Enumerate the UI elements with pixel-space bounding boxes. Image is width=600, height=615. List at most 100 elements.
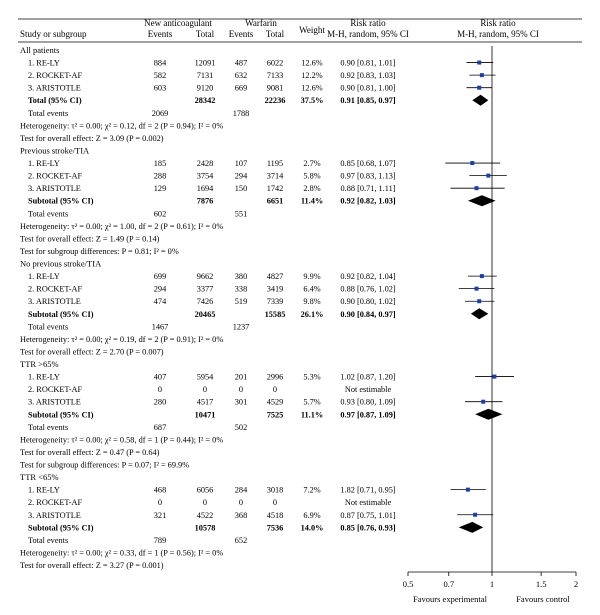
total-warfarin: 6651 bbox=[267, 197, 284, 206]
x-axis: 0.5 0.7 1 1.5 2 Favours experimental Favours c… bbox=[403, 46, 578, 604]
weight-value: 2.7% bbox=[303, 159, 320, 168]
events-warfarin: 301 bbox=[235, 398, 247, 407]
events-new: 0 bbox=[158, 498, 162, 507]
study-name: 3. ARISTOTLE bbox=[28, 184, 81, 193]
events-new: 288 bbox=[154, 172, 166, 181]
risk-ratio-ci: 1.82 [0.71, 0.95] bbox=[340, 486, 396, 495]
weight-value: 2.8% bbox=[303, 184, 320, 193]
weight-value: 6.4% bbox=[303, 285, 320, 294]
events-warfarin: 294 bbox=[235, 172, 248, 181]
events-warfarin: 0 bbox=[239, 498, 243, 507]
header-new-anticoagulant: New anticoagulant bbox=[144, 18, 212, 28]
header-total-new: Total bbox=[196, 29, 215, 39]
total-new: 12091 bbox=[195, 59, 216, 68]
total-events-label: Total events bbox=[28, 536, 68, 545]
point-estimate-square bbox=[479, 73, 484, 78]
risk-ratio-ci: 0.90 [0.81, 1.00] bbox=[340, 84, 396, 93]
total-warfarin: 0 bbox=[273, 385, 277, 394]
events-warfarin: 201 bbox=[235, 373, 247, 382]
total-warfarin: 9081 bbox=[267, 84, 284, 93]
total-warfarin: 7525 bbox=[267, 410, 284, 419]
header-total-warfarin: Total bbox=[266, 29, 285, 39]
subgroup-heading: No previous stroke/TIA bbox=[20, 259, 102, 269]
study-name: 3. ARISTOTLE bbox=[28, 511, 81, 520]
events-new: 129 bbox=[154, 184, 166, 193]
total-new: 28342 bbox=[195, 96, 216, 105]
risk-ratio-ci: 0.90 [0.81, 1.01] bbox=[340, 59, 396, 68]
events-new: 185 bbox=[154, 159, 166, 168]
header-plot-risk-ratio: Risk ratio bbox=[480, 18, 516, 28]
study-name: 3. ARISTOTLE bbox=[28, 398, 81, 407]
total-warfarin: 7133 bbox=[267, 71, 284, 80]
total-warfarin: 4827 bbox=[267, 272, 284, 281]
total-new: 9120 bbox=[197, 84, 214, 93]
events-new: 474 bbox=[154, 297, 167, 306]
total-new: 2428 bbox=[197, 159, 214, 168]
weight-value: 37.5% bbox=[301, 96, 324, 105]
events-warfarin: 284 bbox=[235, 486, 248, 495]
study-name: 1. RE-LY bbox=[28, 159, 60, 168]
point-estimate-square bbox=[486, 173, 491, 178]
risk-ratio-ci: 0.88 [0.71, 1.11] bbox=[341, 184, 396, 193]
tick-label: 0.5 bbox=[403, 579, 414, 589]
weight-value: 14.0% bbox=[301, 523, 324, 532]
weight-value: 12.2% bbox=[301, 71, 323, 80]
risk-ratio-ci: 0.85 [0.76, 0.93] bbox=[340, 523, 396, 532]
events-new: 699 bbox=[154, 272, 166, 281]
subtotal-label: Subtotal (95% CI) bbox=[28, 410, 94, 419]
study-name: 2. ROCKET-AF bbox=[28, 498, 82, 507]
weight-value: 5.7% bbox=[303, 398, 320, 407]
events-new: 407 bbox=[154, 373, 166, 382]
favours-experimental-label: Favours experimental bbox=[413, 594, 488, 604]
total-warfarin: 15585 bbox=[265, 310, 286, 319]
total-warfarin: 7536 bbox=[267, 523, 284, 532]
risk-ratio-ci: 0.91 [0.85, 0.97] bbox=[340, 96, 396, 105]
subgroup-heading: All patients bbox=[20, 45, 59, 55]
total-new: 7426 bbox=[197, 297, 214, 306]
header-risk-ratio: Risk ratio bbox=[350, 18, 386, 28]
total-new: 4517 bbox=[197, 398, 214, 407]
risk-ratio-ci: Not estimable bbox=[345, 385, 392, 394]
stat-line: Test for overall effect: Z = 1.49 (P = 0… bbox=[20, 234, 160, 243]
study-name: 3. ARISTOTLE bbox=[28, 84, 81, 93]
point-estimate-square bbox=[477, 85, 482, 90]
point-estimate-square bbox=[492, 374, 497, 379]
total-events-warfarin: 551 bbox=[235, 209, 247, 218]
total-new: 9662 bbox=[197, 272, 214, 281]
total-warfarin: 1742 bbox=[267, 184, 284, 193]
risk-ratio-ci: 0.90 [0.84, 0.97] bbox=[340, 310, 396, 319]
total-events-warfarin: 502 bbox=[235, 423, 247, 432]
total-events-warfarin: 652 bbox=[235, 536, 247, 545]
study-name: 2. ROCKET-AF bbox=[28, 285, 82, 294]
events-warfarin: 380 bbox=[235, 272, 247, 281]
total-new: 10471 bbox=[195, 410, 216, 419]
weight-value: 12.6% bbox=[301, 84, 323, 93]
total-events-label: Total events bbox=[28, 209, 68, 218]
risk-ratio-ci: 0.92 [0.83, 1.03] bbox=[340, 71, 396, 80]
study-name: 2. ROCKET-AF bbox=[28, 172, 82, 181]
study-name: 3. ARISTOTLE bbox=[28, 297, 81, 306]
stat-line: Test for overall effect: Z = 3.27 (P = 0… bbox=[20, 561, 164, 570]
weight-value: 6.9% bbox=[303, 511, 320, 520]
header-events-new: Events bbox=[148, 29, 173, 39]
total-new: 7876 bbox=[197, 197, 214, 206]
total-warfarin: 2996 bbox=[267, 373, 284, 382]
tick-label: 1 bbox=[490, 579, 494, 589]
study-name: 1. RE-LY bbox=[28, 373, 60, 382]
risk-ratio-ci: 1.02 [0.87, 1.20] bbox=[340, 373, 396, 382]
total-events-new: 1467 bbox=[152, 322, 169, 331]
total-new: 3377 bbox=[197, 285, 214, 294]
table-header: Study or subgroup New anticoagulant Warf… bbox=[18, 18, 582, 43]
pooled-diamond bbox=[458, 521, 484, 533]
events-warfarin: 338 bbox=[235, 285, 247, 294]
weight-value: 12.6% bbox=[301, 59, 323, 68]
study-name: 1. RE-LY bbox=[28, 486, 60, 495]
events-warfarin: 487 bbox=[235, 59, 247, 68]
stat-line: Test for overall effect: Z = 3.09 (P = 0… bbox=[20, 134, 164, 143]
tick-label: 1.5 bbox=[536, 579, 547, 589]
total-new: 6056 bbox=[197, 486, 214, 495]
study-name: 2. ROCKET-AF bbox=[28, 71, 82, 80]
pooled-diamond bbox=[470, 308, 489, 320]
weight-value: 11.4% bbox=[301, 197, 323, 206]
